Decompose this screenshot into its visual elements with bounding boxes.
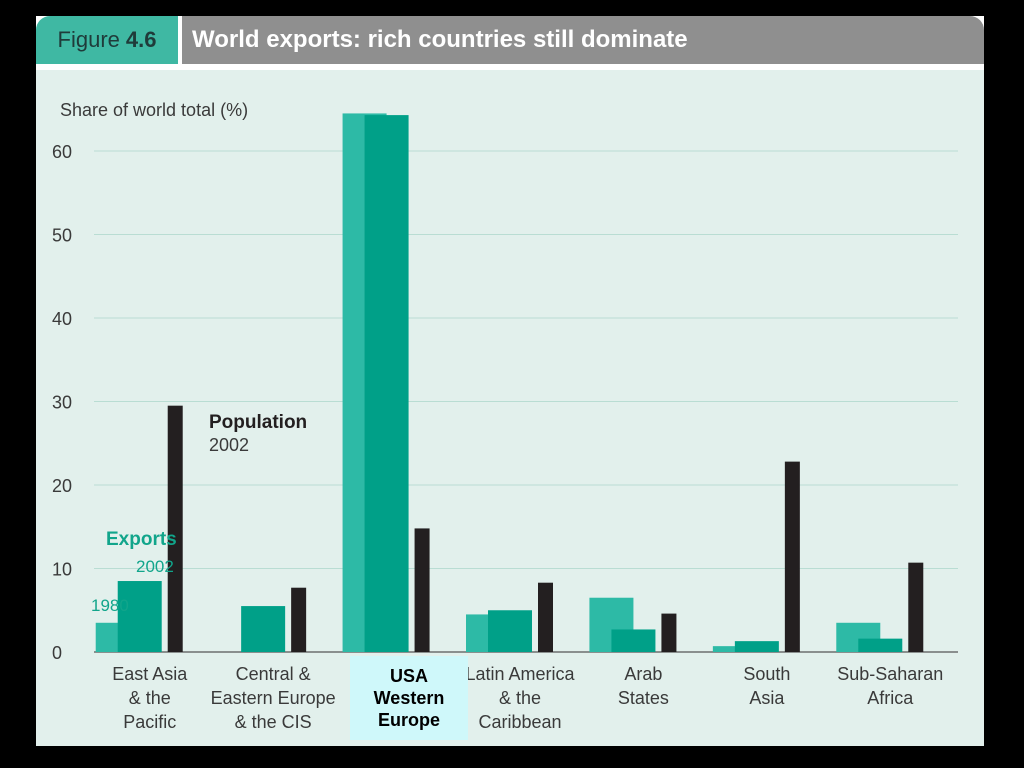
bar-population-2002-3 bbox=[538, 582, 553, 652]
usa-box-line-2: Western bbox=[373, 688, 445, 708]
exports-annotation-title: Exports bbox=[106, 529, 177, 550]
figure-word: Figure bbox=[57, 27, 120, 52]
category-label: Eastern Europe bbox=[211, 688, 336, 708]
usa-western-europe-label: USA Western Europe bbox=[350, 656, 468, 740]
usa-box-line-1: USA bbox=[389, 666, 428, 686]
bar-population-2002-4 bbox=[661, 613, 677, 652]
category-label: South bbox=[743, 664, 790, 684]
y-tick-label: 30 bbox=[52, 393, 72, 413]
bar-exports-2002-0 bbox=[117, 581, 162, 652]
y-tick-label: 20 bbox=[52, 476, 72, 496]
gridlines bbox=[94, 150, 958, 569]
population-annotation-year: 2002 bbox=[209, 435, 249, 455]
exports-annotation-1980: 1980 bbox=[91, 596, 129, 615]
category-label: Central & bbox=[236, 664, 311, 684]
y-axis-label: Share of world total (%) bbox=[60, 100, 248, 120]
bar-exports-2002-4 bbox=[611, 629, 656, 652]
category-label: & the CIS bbox=[235, 712, 312, 732]
figure-number-tab: Figure 4.6 bbox=[36, 16, 178, 64]
y-tick-label: 10 bbox=[52, 560, 72, 580]
slide: Figure 4.6 World exports: rich countries… bbox=[36, 16, 984, 746]
bar-exports-2002-5 bbox=[734, 641, 779, 652]
bar-population-2002-2 bbox=[414, 528, 430, 652]
category-label: Africa bbox=[867, 688, 914, 708]
y-tick-label: 40 bbox=[52, 309, 72, 329]
bar-exports-2002-3 bbox=[488, 610, 532, 652]
y-axis: 0 10 20 30 40 50 60 bbox=[52, 142, 958, 663]
category-label: Asia bbox=[749, 688, 785, 708]
bar-population-2002-0 bbox=[167, 405, 183, 652]
bar-exports-2002-6 bbox=[858, 638, 903, 652]
usa-box-line-3: Europe bbox=[377, 710, 440, 730]
category-label: Sub-Saharan bbox=[837, 664, 943, 684]
bar-population-2002-1 bbox=[291, 587, 307, 652]
exports-annotation-2002: 2002 bbox=[136, 557, 174, 576]
chart-title: World exports: rich countries still domi… bbox=[182, 16, 984, 64]
bar-chart: 0 10 20 30 40 50 60 East Asia & the Pacific Centr… bbox=[36, 70, 984, 746]
category-label: Caribbean bbox=[478, 712, 561, 732]
category-label: & the bbox=[129, 688, 171, 708]
y-tick-label: 50 bbox=[52, 226, 72, 246]
bars bbox=[95, 113, 924, 653]
x-axis-labels: East Asia & the Pacific Central & Eastern Eu… bbox=[112, 664, 943, 732]
category-label: & the bbox=[499, 688, 541, 708]
bar-population-2002-5 bbox=[784, 461, 800, 652]
y-tick-label: 0 bbox=[52, 643, 62, 663]
category-label: Latin America bbox=[465, 664, 575, 684]
chart-panel: 0 10 20 30 40 50 60 East Asia & the Pacific Centr… bbox=[36, 70, 984, 746]
bar-exports-2002-2 bbox=[364, 115, 409, 653]
category-label: Pacific bbox=[123, 712, 176, 732]
category-label: States bbox=[618, 688, 669, 708]
bar-population-2002-6 bbox=[908, 562, 924, 652]
figure-number: 4.6 bbox=[125, 27, 157, 52]
bar-exports-2002-1 bbox=[241, 606, 286, 652]
population-annotation-title: Population bbox=[209, 412, 307, 433]
annotations: Population 2002 Exports 2002 1980 bbox=[91, 412, 307, 615]
category-label: East Asia bbox=[112, 664, 188, 684]
category-label: Arab bbox=[624, 664, 662, 684]
y-tick-label: 60 bbox=[52, 142, 72, 162]
